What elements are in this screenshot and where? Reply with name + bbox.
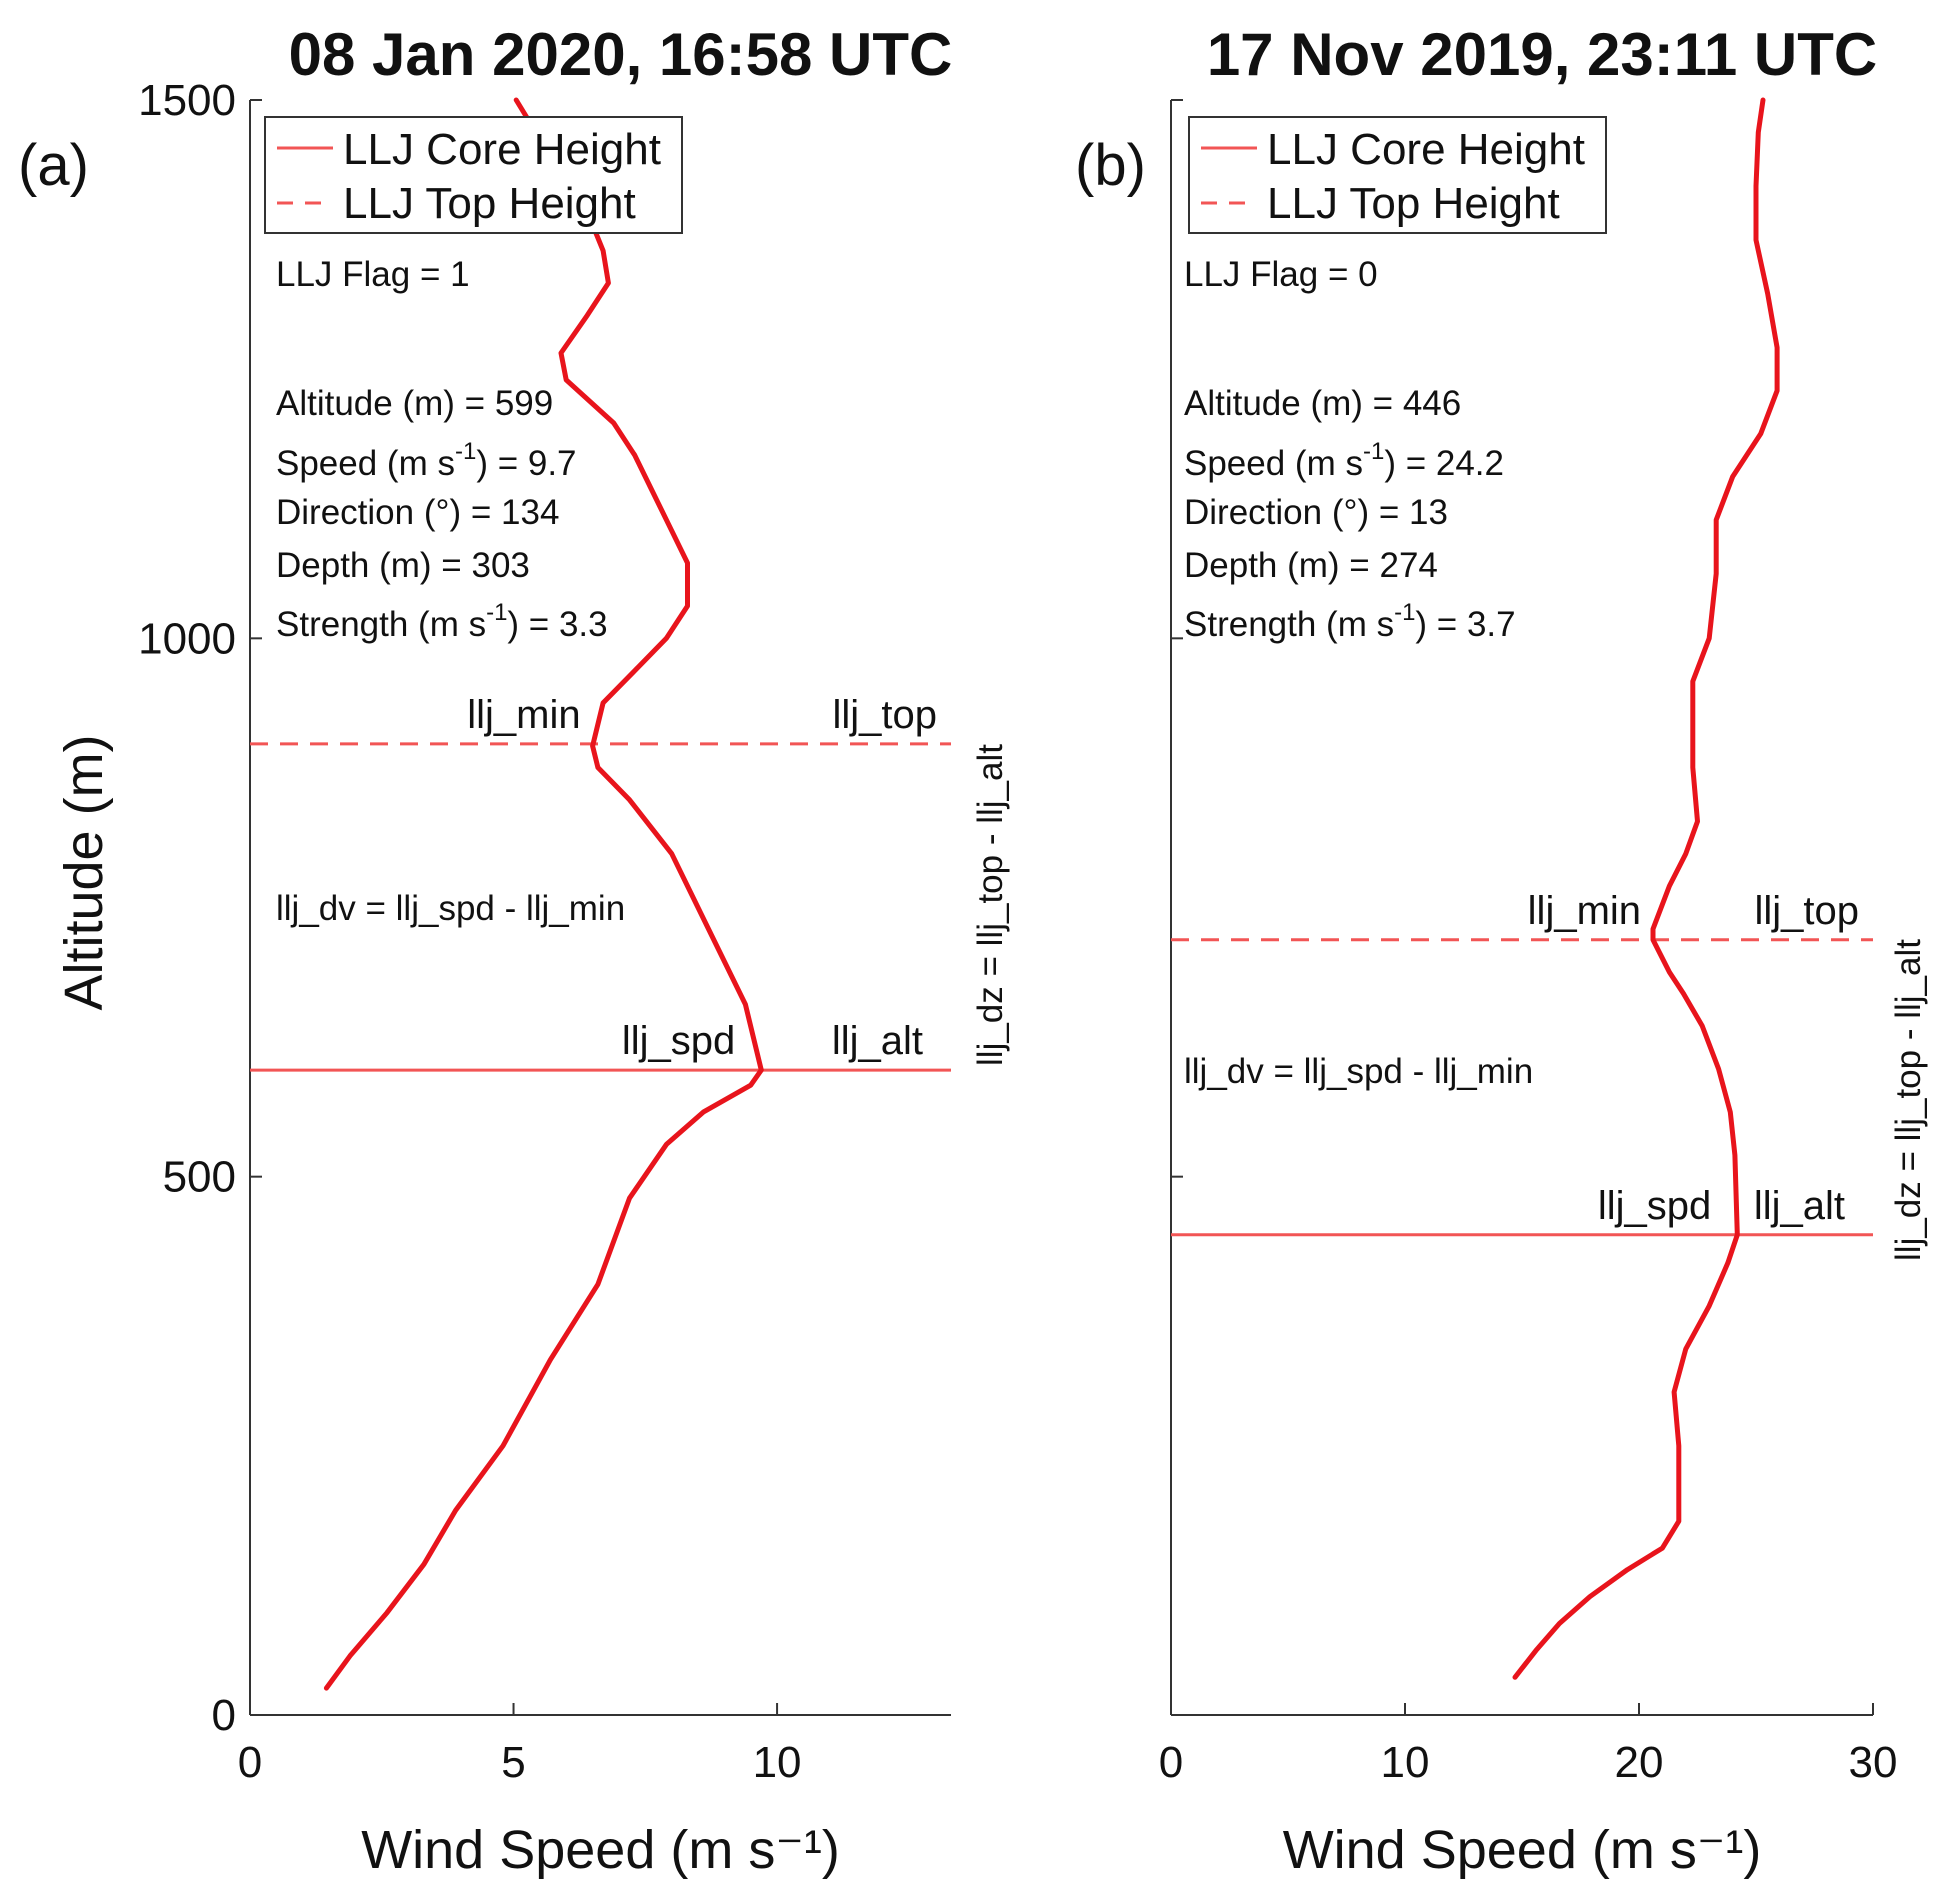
strength-unit-exponent: -1 [1394, 599, 1415, 626]
legend-entry-top: LLJ Top Height [343, 179, 636, 228]
chart-title: 17 Nov 2019, 23:11 UTC [1207, 21, 1877, 88]
speed-unit-exponent: -1 [1363, 438, 1384, 465]
strength-value: ) = 3.3 [507, 605, 607, 644]
x-tick-label: 20 [1615, 1738, 1664, 1787]
llj-spd-label: llj_spd [1598, 1184, 1711, 1228]
speed-unit-exponent: -1 [455, 438, 476, 465]
x-tick-label: 10 [753, 1738, 802, 1787]
strength-value: ) = 3.7 [1415, 605, 1515, 644]
depth-text: Depth (m) = 303 [276, 546, 530, 585]
x-tick-label: 0 [238, 1738, 262, 1787]
dv-equation-text: llj_dv = llj_spd - llj_min [276, 889, 625, 928]
x-axis-label: Wind Speed (m s⁻¹) [361, 1820, 840, 1880]
legend-box [264, 116, 683, 234]
speed-text: Speed (m s-1) = 9.7 [276, 438, 577, 483]
x-tick-label: 10 [1381, 1738, 1430, 1787]
chart-title: 08 Jan 2020, 16:58 UTC [289, 21, 953, 88]
llj-flag-text: LLJ Flag = 0 [1184, 255, 1378, 294]
panel-label: (a) [18, 133, 89, 198]
strength-prefix: Strength (m s [1184, 605, 1394, 644]
wind-speed-profile-line [323, 97, 764, 1691]
strength-text: Strength (m s-1) = 3.3 [276, 599, 608, 644]
strength-prefix: Strength (m s [276, 605, 486, 644]
legend: LLJ Core Height LLJ Top Height [1188, 116, 1607, 234]
dv-equation-text: llj_dv = llj_spd - llj_min [1184, 1052, 1533, 1091]
llj-spd-label: llj_spd [622, 1019, 735, 1063]
speed-prefix: Speed (m s [276, 444, 455, 483]
panel-label: (b) [1075, 133, 1146, 198]
strength-text: Strength (m s-1) = 3.7 [1184, 599, 1516, 644]
llj-alt-label: llj_alt [832, 1019, 923, 1063]
x-tick-label: 5 [501, 1738, 525, 1787]
llj-top-label: llj_top [1754, 889, 1859, 933]
llj-min-label: llj_min [467, 693, 580, 737]
legend-entry-top: LLJ Top Height [1267, 179, 1560, 228]
x-tick-label: 0 [1159, 1738, 1183, 1787]
direction-text: Direction (°) = 13 [1184, 493, 1448, 532]
legend-box [1188, 116, 1607, 234]
panel-b: 0 10 20 30 17 Nov 2019, 23:11 UTC (b) Wind Spe… [1075, 21, 1928, 1880]
altitude-text: Altitude (m) = 446 [1184, 384, 1461, 423]
speed-text: Speed (m s-1) = 24.2 [1184, 438, 1504, 483]
dz-equation-text: llj_dz = llj_top - llj_alt [971, 744, 1010, 1066]
y-tick-label: 0 [212, 1691, 236, 1740]
llj-min-label: llj_min [1528, 889, 1641, 933]
x-tick-label: 30 [1849, 1738, 1898, 1787]
llj-top-label: llj_top [832, 693, 937, 737]
panel-a: 0 500 1000 1500 0 5 10 08 Jan 2020, 16:58 UTC (a… [18, 21, 1010, 1880]
legend-entry-core: LLJ Core Height [343, 125, 661, 174]
dz-equation-text: llj_dz = llj_top - llj_alt [1889, 939, 1928, 1261]
x-axis-label: Wind Speed (m s⁻¹) [1283, 1820, 1762, 1880]
direction-text: Direction (°) = 134 [276, 493, 559, 532]
altitude-text: Altitude (m) = 599 [276, 384, 553, 423]
speed-value: ) = 9.7 [476, 444, 576, 483]
legend-entry-core: LLJ Core Height [1267, 125, 1585, 174]
wind-speed-profile-line [1512, 97, 1780, 1680]
llj-flag-text: LLJ Flag = 1 [276, 255, 470, 294]
y-tick-label: 1500 [138, 76, 236, 125]
strength-unit-exponent: -1 [486, 599, 507, 626]
legend: LLJ Core Height LLJ Top Height [264, 116, 683, 234]
y-tick-label: 1000 [138, 614, 236, 663]
depth-text: Depth (m) = 274 [1184, 546, 1438, 585]
speed-value: ) = 24.2 [1384, 444, 1504, 483]
speed-prefix: Speed (m s [1184, 444, 1363, 483]
llj-alt-label: llj_alt [1754, 1184, 1845, 1228]
y-tick-label: 500 [163, 1153, 236, 1202]
y-axis-label: Altitude (m) [54, 734, 114, 1010]
